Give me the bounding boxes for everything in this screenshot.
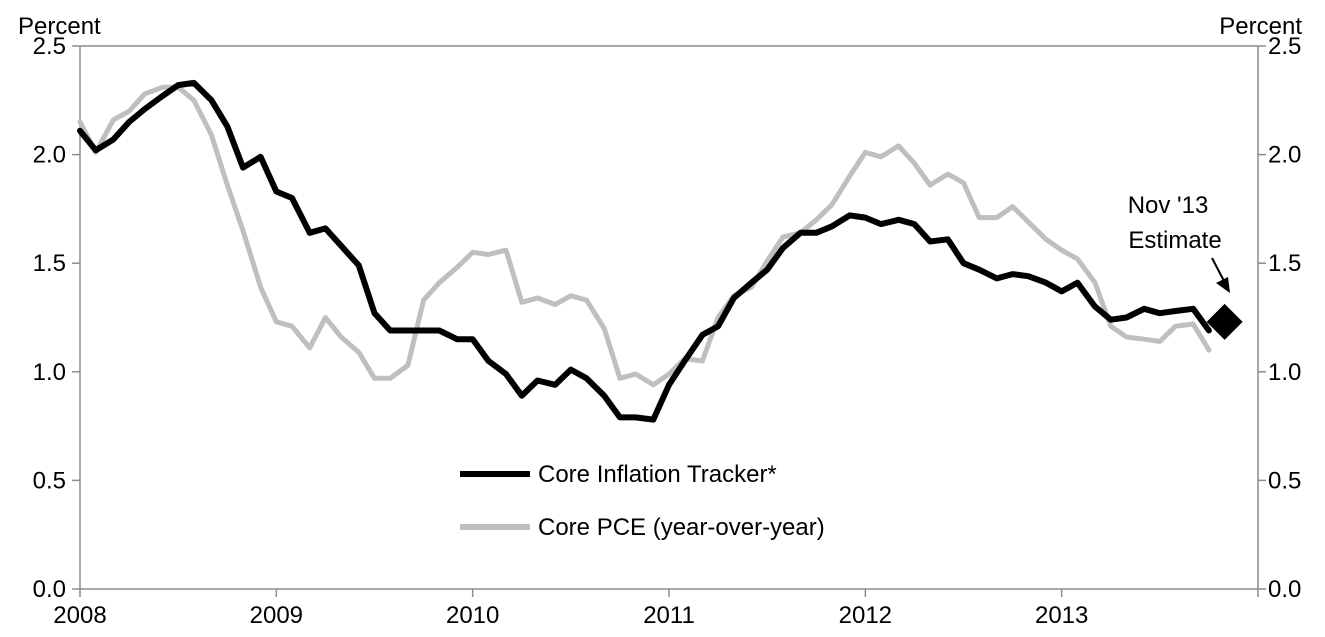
series-line-core-pce <box>77 84 1212 388</box>
right-y-tick-label: 1.0 <box>1268 359 1301 386</box>
legend-label-core-pce: Core PCE (year-over-year) <box>538 514 825 541</box>
left-y-tick-label: 0.5 <box>33 467 66 494</box>
right-y-tick-label: 0.5 <box>1268 467 1301 494</box>
x-tick-label: 2010 <box>446 602 499 629</box>
y-axis-ticks: 0.0 0.0 0.5 0.5 1.0 1.0 1.5 1.5 2.0 2.0 2.5 2.5 <box>33 33 1302 603</box>
left-y-tick-label: 2.0 <box>33 142 66 169</box>
annotation-line-2: Estimate <box>1128 227 1221 254</box>
legend-label-core-inflation-tracker: Core Inflation Tracker* <box>538 461 777 488</box>
x-axis-ticks: 2008 2009 2010 2011 2012 2013 <box>53 589 1259 629</box>
plot-frame <box>79 45 1259 590</box>
right-y-tick-label: 2.5 <box>1268 33 1301 60</box>
legend: Core Inflation Tracker* Core PCE (year-o… <box>460 461 825 541</box>
left-y-tick-label: 1.0 <box>33 359 66 386</box>
x-tick-label: 2009 <box>250 602 303 629</box>
right-y-tick-label: 1.5 <box>1268 250 1301 277</box>
estimate-marker <box>1206 303 1243 340</box>
x-tick-label: 2011 <box>643 602 695 629</box>
annotation-arrow <box>1211 257 1230 293</box>
right-axis-label: Percent <box>1219 13 1302 40</box>
annotation-line-1: Nov '13 <box>1128 192 1209 219</box>
series-line-core-inflation-tracker <box>77 79 1212 423</box>
right-y-tick-label: 0.0 <box>1268 576 1301 603</box>
series-group <box>77 79 1243 423</box>
left-y-tick-label: 1.5 <box>33 250 66 277</box>
left-y-tick-label: 0.0 <box>33 576 66 603</box>
x-tick-label: 2008 <box>53 602 106 629</box>
left-y-tick-label: 2.5 <box>33 33 66 60</box>
x-tick-label: 2012 <box>839 602 892 629</box>
x-tick-label: 2013 <box>1035 602 1088 629</box>
left-axis-label: Percent <box>18 13 101 40</box>
right-y-tick-label: 2.0 <box>1268 142 1301 169</box>
